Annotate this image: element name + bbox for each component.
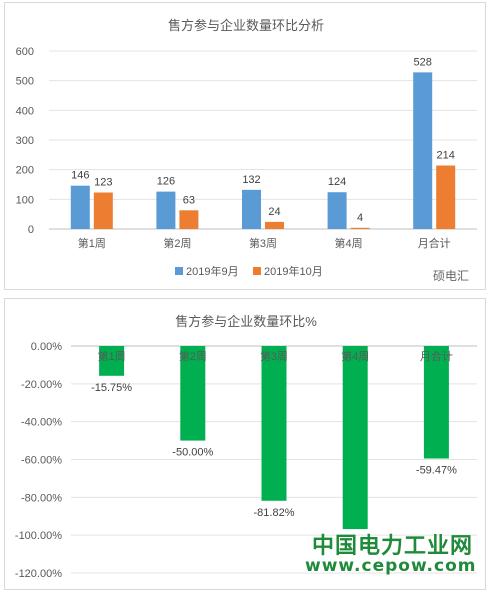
bar-sep xyxy=(156,191,176,229)
data-label: -15.75% xyxy=(91,382,132,394)
data-label: 214 xyxy=(437,150,455,162)
x-tick-label: 第2周 xyxy=(163,236,191,250)
data-label: -81.82% xyxy=(254,507,295,519)
bar-sep xyxy=(327,192,347,229)
y-tick-label: -120.00% xyxy=(15,568,62,580)
data-label: 528 xyxy=(414,56,432,68)
y-tick-label: -20.00% xyxy=(21,379,62,391)
x-tick-label: 第2周 xyxy=(179,349,207,363)
data-label: 126 xyxy=(157,176,175,188)
chart-title: 售方参与企业数量环比分析 xyxy=(168,18,324,33)
bar-oct xyxy=(93,192,113,229)
brand-logo-text: 硕电汇 xyxy=(433,269,470,283)
chart-title: 售方参与企业数量环比% xyxy=(175,314,317,329)
data-label: -59.47% xyxy=(416,464,457,476)
bar-mom-change xyxy=(261,346,287,501)
data-label: 63 xyxy=(183,194,195,206)
y-tick-label: 300 xyxy=(16,135,34,147)
bar-mom-change xyxy=(180,346,206,441)
data-label: 4 xyxy=(357,212,363,224)
watermark-site-url: www.cepow.com xyxy=(305,556,477,576)
y-tick-label: -60.00% xyxy=(21,455,62,467)
x-tick-label: 月合计 xyxy=(420,349,453,363)
bar-sep xyxy=(70,185,90,229)
chart-panel-1: 售方参与企业数量环比分析 0 100 200 300 400 500 600 146 123 第1周… xyxy=(4,2,486,290)
bar-oct xyxy=(436,165,456,229)
x-tick-label: 月合计 xyxy=(418,236,451,250)
bar-oct xyxy=(265,221,284,229)
legend-swatch xyxy=(253,267,261,275)
bar-sep xyxy=(413,72,433,229)
x-tick-label: 第1周 xyxy=(78,236,106,250)
y-tick-label: 600 xyxy=(16,46,34,58)
bar-mom-change xyxy=(99,346,125,376)
y-tick-label: -80.00% xyxy=(21,492,62,504)
y-tick-label: -100.00% xyxy=(15,530,62,542)
bar-mom-change xyxy=(342,346,368,530)
legend-label: 2019年10月 xyxy=(264,264,323,278)
y-tick-label: 0.00% xyxy=(31,341,62,353)
y-tick-label: -40.00% xyxy=(21,417,62,429)
data-label: 123 xyxy=(94,177,112,189)
data-label: -50.00% xyxy=(172,447,213,459)
y-tick-label: 100 xyxy=(16,194,34,206)
y-tick-label: 200 xyxy=(16,165,34,177)
watermark-site-name: 中国电力工业网 xyxy=(312,534,474,559)
y-tick-label: 0 xyxy=(28,224,34,236)
bar-mom-change xyxy=(423,346,449,459)
x-tick-label: 第4周 xyxy=(341,349,369,363)
legend-swatch xyxy=(175,267,183,275)
legend-label: 2019年9月 xyxy=(186,264,239,278)
x-tick-label: 第3周 xyxy=(249,236,277,250)
x-tick-label: 第3周 xyxy=(260,349,288,363)
y-tick-label: 500 xyxy=(16,76,34,88)
bar-oct xyxy=(179,210,199,229)
data-label: 124 xyxy=(328,176,346,188)
data-label: 132 xyxy=(242,174,260,186)
chart-panel-2: 售方参与企业数量环比% 0.00% -20.00% -40.00% -60.00% -80… xyxy=(4,298,486,590)
data-label: 146 xyxy=(71,170,89,182)
x-tick-label: 第1周 xyxy=(98,349,126,363)
x-tick-label: 第4周 xyxy=(335,236,363,250)
data-label: 24 xyxy=(268,206,280,218)
bar-sep xyxy=(242,189,261,229)
chart-1-svg: 售方参与企业数量环比分析 0 100 200 300 400 500 600 146 123 第1周… xyxy=(16,18,477,278)
chart-2-svg: 售方参与企业数量环比% 0.00% -20.00% -40.00% -60.00% -80… xyxy=(15,314,477,580)
y-tick-label: 400 xyxy=(16,105,34,117)
bar-oct xyxy=(350,227,370,229)
